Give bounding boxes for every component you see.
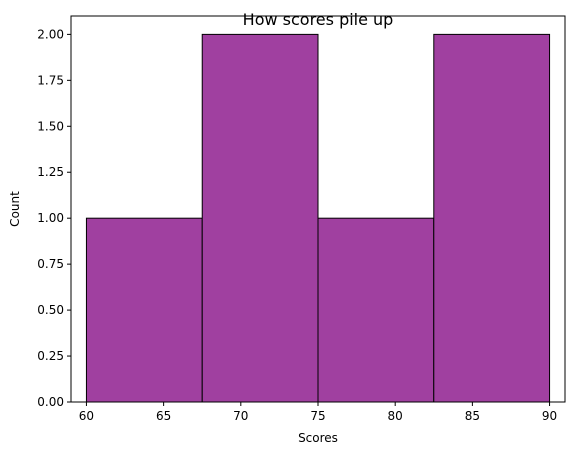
y-tick-label-1: 0.25 [37,349,64,363]
x-tick-label-4: 80 [388,409,403,423]
x-axis-ticks: 60 65 70 75 80 85 90 [79,402,557,423]
y-axis-label: Count [8,191,22,227]
histogram-bar-2 [317,217,435,403]
x-tick-label-2: 70 [233,409,248,423]
chart-title: How scores pile up [243,10,394,29]
y-tick-label-2: 0.50 [37,303,64,317]
y-axis-ticks: 0.00 0.25 0.50 0.75 1.00 1.25 1.50 1.75 2.00 [37,27,71,409]
histogram-bar-0 [85,217,203,403]
y-tick-label-5: 1.25 [37,165,64,179]
x-tick-label-1: 65 [156,409,171,423]
y-tick-label-6: 1.50 [37,119,64,133]
y-tick-label-0: 0.00 [37,395,64,409]
y-tick-label-7: 1.75 [37,73,64,87]
x-tick-label-5: 85 [465,409,480,423]
x-axis-label: Scores [298,431,338,445]
histogram-bar-3 [433,33,551,403]
y-tick-label-3: 0.75 [37,257,64,271]
x-tick-label-0: 60 [79,409,94,423]
x-tick-label-6: 90 [542,409,557,423]
y-tick-label-4: 1.00 [37,211,64,225]
x-tick-label-3: 75 [310,409,325,423]
histogram-bar-1 [201,33,319,403]
y-tick-label-8: 2.00 [37,27,64,41]
bars-group [85,33,551,403]
